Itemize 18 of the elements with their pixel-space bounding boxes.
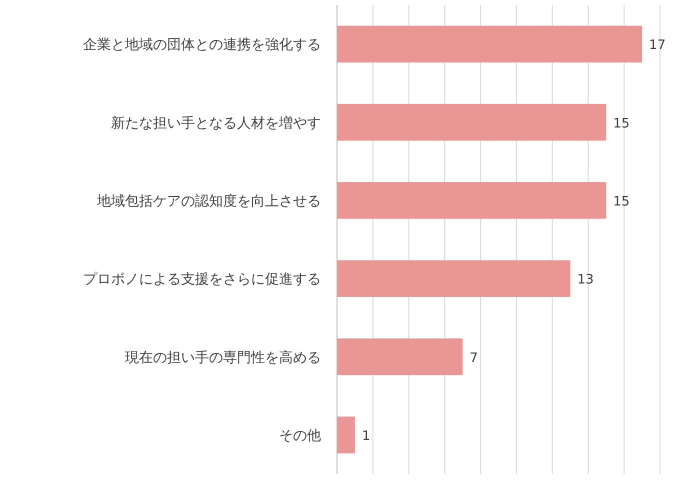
bar [337,182,606,219]
data-label: 17 [649,38,666,54]
bar [337,260,570,297]
y-tick-label: その他 [279,428,321,444]
bar [337,338,463,376]
data-label: 13 [577,272,594,288]
y-tick-label: プロボノによる支援をさらに促進する [83,272,321,288]
data-label: 15 [613,194,630,210]
y-tick-label: 地域包括ケアの認知度を向上させる [96,193,321,210]
data-label: 15 [613,116,630,132]
bar [337,104,606,141]
bar [337,26,642,62]
y-tick-label: 新たな担い手となる人材を増やす [111,114,321,132]
data-label: 1 [362,428,370,444]
bar [337,416,355,454]
y-tick-label: 企業と地域の団体との連携を強化する [83,37,321,54]
y-tick-label: 現在の担い手の専門性を高める [125,350,321,366]
data-label: 7 [470,350,478,366]
